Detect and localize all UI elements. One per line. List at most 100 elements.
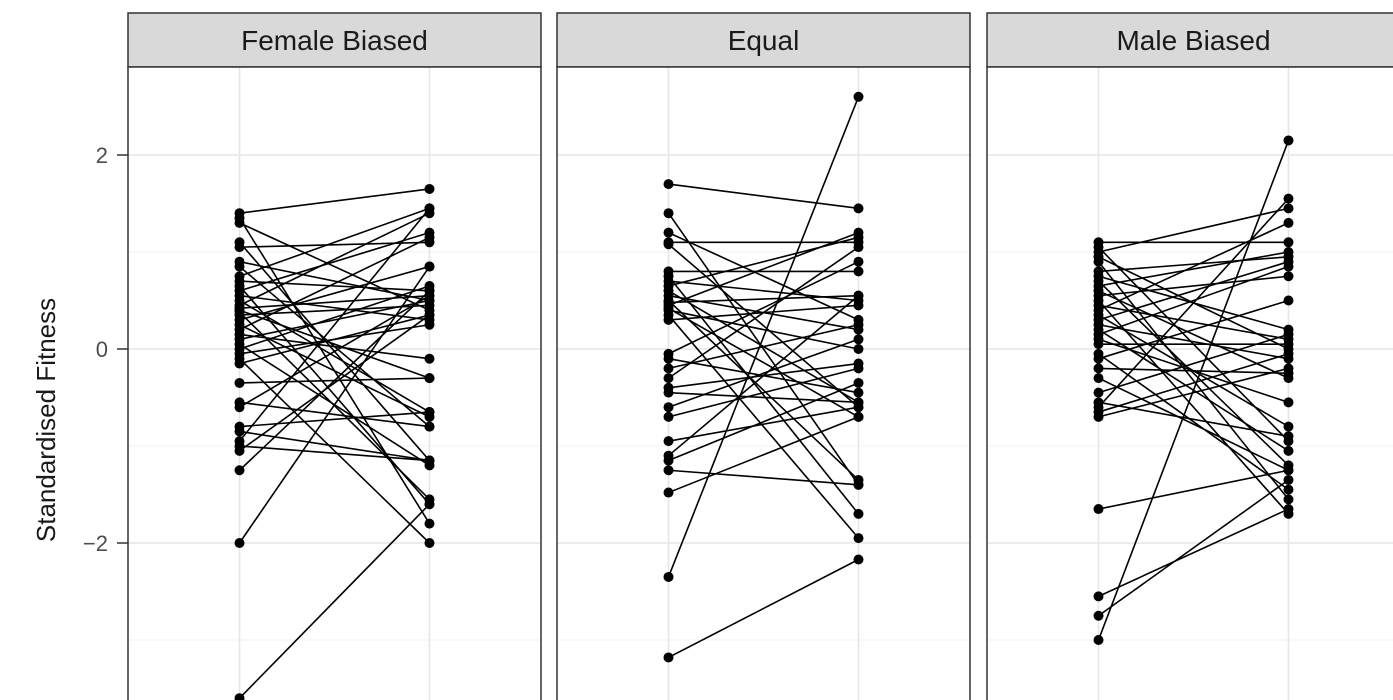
data-point bbox=[234, 445, 245, 456]
facet-strip bbox=[986, 12, 1393, 68]
facet-strip bbox=[127, 12, 542, 68]
data-point bbox=[853, 387, 864, 398]
pair-line bbox=[239, 314, 430, 365]
data-point bbox=[1093, 339, 1104, 350]
data-point bbox=[663, 455, 674, 466]
pair-line bbox=[1098, 479, 1289, 617]
data-point bbox=[1283, 237, 1294, 248]
facet-strip bbox=[556, 12, 971, 68]
series-lines bbox=[667, 96, 860, 659]
data-point bbox=[1283, 261, 1294, 272]
data-point bbox=[853, 266, 864, 277]
pair-line bbox=[239, 299, 430, 413]
series-points bbox=[234, 183, 435, 700]
pair-line bbox=[239, 294, 430, 310]
pair-line bbox=[667, 212, 860, 486]
pair-line bbox=[239, 212, 430, 307]
data-point bbox=[853, 344, 864, 354]
pair-line bbox=[238, 290, 431, 471]
data-point bbox=[663, 363, 674, 374]
data-point bbox=[1093, 610, 1104, 621]
panel-border bbox=[127, 66, 542, 700]
data-point bbox=[853, 300, 864, 311]
pair-line bbox=[239, 309, 430, 379]
data-point bbox=[663, 652, 674, 663]
pair-line bbox=[1098, 323, 1289, 360]
pair-line bbox=[239, 299, 430, 341]
data-point bbox=[1093, 504, 1104, 515]
data-point bbox=[853, 319, 864, 330]
data-point bbox=[853, 256, 864, 267]
pair-line bbox=[1097, 261, 1290, 500]
facet-panel: Equal bbox=[556, 12, 971, 700]
data-point bbox=[663, 208, 674, 219]
pair-line bbox=[1098, 275, 1289, 297]
pair-line bbox=[668, 469, 859, 486]
plot-background bbox=[557, 67, 970, 700]
pair-line bbox=[239, 401, 430, 428]
data-point bbox=[234, 402, 245, 413]
pair-line bbox=[238, 266, 431, 544]
data-point bbox=[663, 487, 674, 498]
data-point bbox=[853, 479, 864, 490]
data-point bbox=[234, 465, 245, 476]
pair-line bbox=[1098, 265, 1289, 336]
pair-line bbox=[239, 445, 430, 462]
data-point bbox=[663, 387, 674, 398]
data-point bbox=[1283, 484, 1294, 495]
pair-line bbox=[667, 314, 860, 539]
pair-line bbox=[668, 294, 859, 304]
y-axis: −2 0 2 bbox=[83, 143, 128, 556]
facet-title: Female Biased bbox=[241, 25, 428, 56]
data-point bbox=[1093, 635, 1104, 645]
data-point bbox=[1093, 256, 1104, 267]
data-point bbox=[663, 411, 674, 422]
series-points bbox=[663, 91, 864, 663]
pair-line bbox=[1097, 299, 1290, 515]
data-point bbox=[234, 358, 245, 369]
pair-line bbox=[239, 260, 430, 302]
data-point bbox=[234, 538, 245, 548]
pair-line bbox=[668, 231, 859, 307]
pair-line bbox=[1098, 207, 1289, 253]
pair-line bbox=[667, 295, 860, 457]
data-point bbox=[853, 227, 864, 238]
data-point bbox=[1283, 465, 1294, 476]
pair-line bbox=[239, 314, 430, 452]
pair-line bbox=[239, 207, 430, 278]
data-point bbox=[1283, 247, 1294, 257]
pair-line bbox=[1098, 299, 1289, 360]
data-point bbox=[1093, 363, 1104, 374]
data-point bbox=[1093, 591, 1104, 602]
pair-line bbox=[1098, 508, 1289, 598]
data-point bbox=[234, 242, 245, 253]
pair-line bbox=[1098, 469, 1289, 510]
data-point bbox=[1283, 271, 1294, 282]
data-point bbox=[1283, 135, 1294, 146]
pair-line bbox=[239, 265, 430, 321]
y-axis-title: Standardised Fitness bbox=[31, 298, 61, 542]
pair-line bbox=[1098, 353, 1289, 413]
data-point bbox=[1093, 387, 1104, 398]
data-point bbox=[853, 402, 864, 413]
pair-line bbox=[668, 323, 859, 370]
pair-line bbox=[1098, 367, 1289, 375]
data-point bbox=[853, 242, 864, 253]
data-point bbox=[663, 436, 674, 447]
data-point bbox=[663, 314, 674, 325]
pair-line bbox=[668, 260, 859, 355]
data-point bbox=[1283, 363, 1294, 374]
data-point bbox=[1283, 421, 1294, 432]
data-point bbox=[234, 261, 245, 272]
pair-line bbox=[239, 236, 430, 331]
pair-line bbox=[1097, 140, 1290, 641]
data-point bbox=[1283, 217, 1294, 228]
data-point bbox=[1283, 329, 1294, 340]
pair-line bbox=[239, 294, 430, 321]
pair-line bbox=[239, 188, 430, 214]
data-point bbox=[424, 421, 435, 432]
data-point bbox=[424, 203, 435, 214]
data-point bbox=[853, 411, 864, 422]
data-point bbox=[663, 239, 674, 250]
